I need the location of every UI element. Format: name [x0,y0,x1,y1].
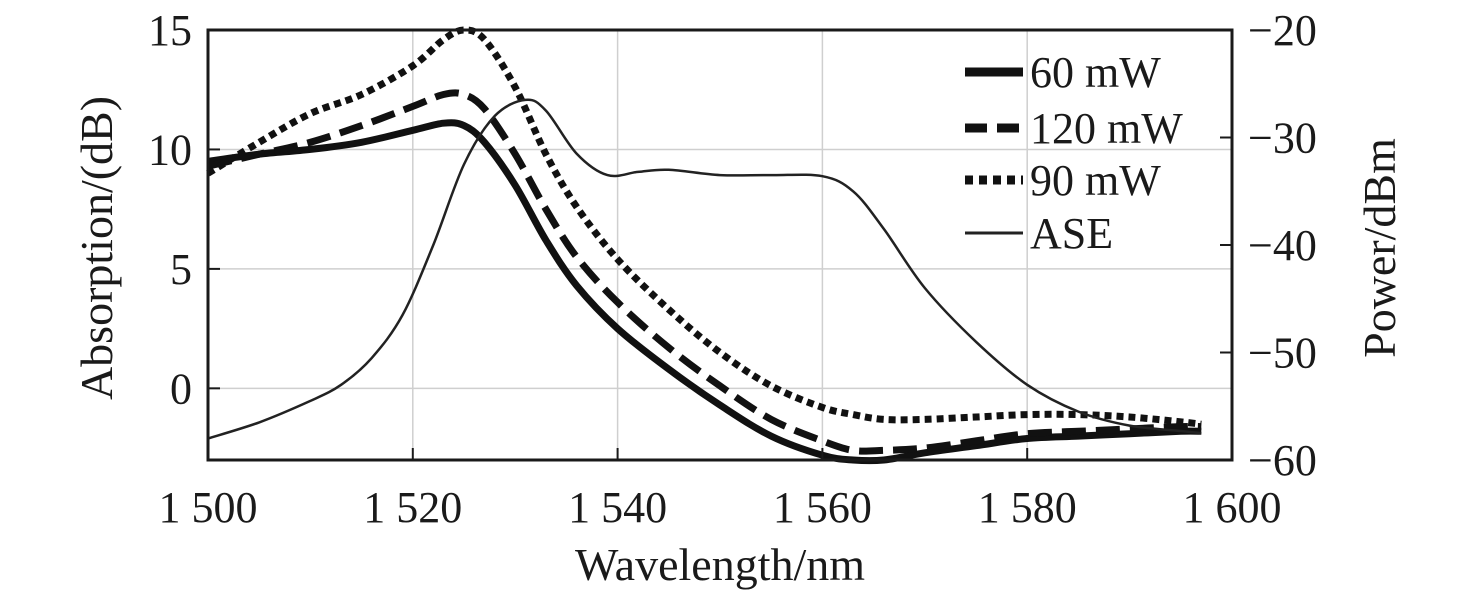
legend-entry-90mw: 90 mW [965,156,1161,205]
legend-label-120mw: 120 mW [1030,104,1183,153]
y-left-tick-label: 15 [148,6,192,55]
y-right-axis-title: Power/dBm [1354,138,1405,358]
series-line-90mw [206,26,1202,428]
series-line-120mw [207,89,1202,455]
x-tick-label: 1 580 [978,483,1077,532]
x-tick-label: 1 500 [159,483,258,532]
y-right-tick-label: −40 [1248,221,1317,270]
x-tick-label: 1 540 [568,483,667,532]
legend-entry-ase: ASE [965,209,1113,258]
y-right-tick-labels: −20 −30 −40 −50 −60 [1248,6,1317,485]
y-left-tick-label: 5 [170,245,192,294]
y-left-axis-title: Absorption/(dB) [71,96,122,400]
y-right-tick-label: −30 [1248,114,1317,163]
series-line-ase [207,98,1202,440]
series-line-60mw [207,119,1202,465]
x-tick-label: 1 560 [773,483,872,532]
legend-label-ase: ASE [1030,209,1113,258]
series-layer [206,26,1202,465]
legend-entry-60mw: 60 mW [965,48,1161,97]
x-tick-label: 1 520 [363,483,462,532]
x-tick-label: 1 600 [1183,483,1282,532]
y-left-tick-labels: 0 5 10 15 [148,6,192,413]
y-right-tick-label: −50 [1248,329,1317,378]
legend-entry-120mw: 120 mW [965,104,1183,153]
legend-label-60mw: 60 mW [1030,48,1161,97]
x-tick-labels: 1 500 1 520 1 540 1 560 1 580 1 600 [159,483,1282,532]
ticks [207,29,1233,461]
x-axis-title: Wavelength/nm [575,539,865,590]
legend: 60 mW 120 mW 90 mW ASE [965,48,1183,258]
y-right-tick-label: −20 [1248,6,1317,55]
y-left-tick-label: 0 [170,364,192,413]
legend-label-90mw: 90 mW [1030,156,1161,205]
y-left-tick-label: 10 [148,125,192,174]
y-right-tick-label: −60 [1248,436,1317,485]
